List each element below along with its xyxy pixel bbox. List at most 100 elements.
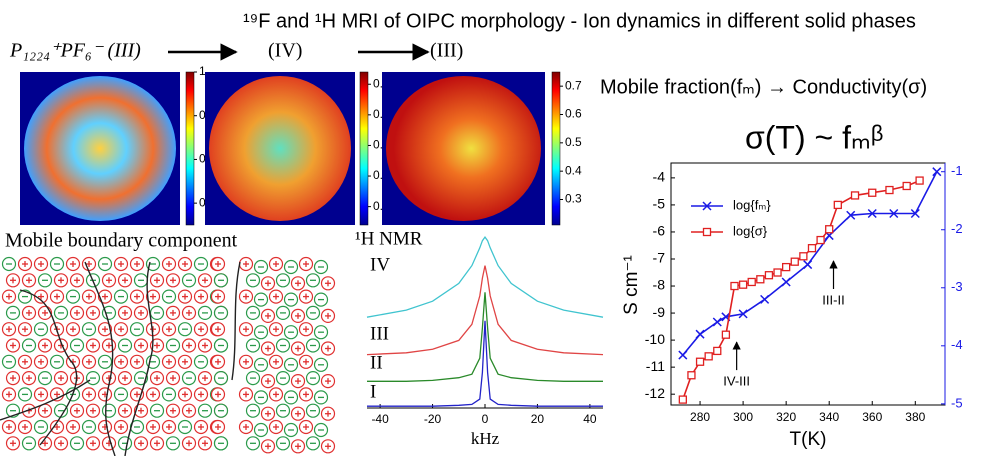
point bbox=[816, 235, 825, 245]
figure-title: ¹⁹F and ¹H MRI of OIPC morphology - Ion … bbox=[243, 10, 916, 32]
point bbox=[932, 167, 942, 177]
point bbox=[738, 309, 748, 319]
point bbox=[910, 208, 920, 219]
series-label: II bbox=[370, 352, 383, 373]
colorbar bbox=[551, 71, 561, 226]
x-tick-label: -40 bbox=[371, 412, 389, 426]
point bbox=[885, 185, 894, 195]
point bbox=[695, 329, 705, 339]
point bbox=[790, 257, 799, 266]
y-tick-label: -12 bbox=[645, 385, 665, 401]
mri-disk bbox=[209, 76, 351, 221]
nmr-line bbox=[367, 292, 603, 382]
series-label: IV bbox=[370, 254, 390, 275]
y-tick-label: -5 bbox=[653, 196, 666, 212]
legend-label: log{fₘ} bbox=[733, 197, 771, 212]
plot-frame bbox=[670, 162, 946, 406]
x-tick-label: 380 bbox=[905, 410, 925, 424]
colorbar-tick-label: 0.4 bbox=[565, 163, 582, 177]
point bbox=[687, 371, 696, 380]
y2-tick-label: -3 bbox=[951, 279, 963, 294]
colorbar-tick-label: 1 bbox=[199, 64, 206, 78]
x-axis-label: kHz bbox=[471, 429, 500, 448]
point bbox=[713, 346, 722, 356]
sequence-label: P₁₂₂₄⁺PF₆⁻ (III) bbox=[9, 40, 141, 62]
colorbar-tick-label: 0.6 bbox=[565, 107, 582, 121]
y-tick-label: -10 bbox=[645, 331, 665, 347]
point bbox=[867, 208, 877, 219]
point bbox=[730, 281, 739, 291]
mri-disk bbox=[24, 76, 176, 221]
x-tick-label: -20 bbox=[424, 412, 442, 426]
y2-tick-label: -2 bbox=[951, 221, 963, 236]
x-tick-label: 20 bbox=[531, 412, 545, 426]
legend-marker bbox=[702, 201, 712, 211]
point bbox=[825, 225, 834, 234]
point bbox=[695, 357, 705, 366]
y-tick-label: -6 bbox=[653, 223, 666, 239]
point bbox=[850, 191, 860, 200]
point bbox=[799, 252, 808, 261]
point bbox=[678, 395, 687, 404]
chart-title: ¹H NMR bbox=[355, 228, 423, 249]
y-tick-label: -8 bbox=[653, 277, 666, 293]
nmr-line bbox=[366, 235, 604, 318]
point bbox=[902, 181, 911, 191]
formula: σ(T) ~ fₘᵝ bbox=[745, 119, 883, 155]
point bbox=[833, 200, 842, 210]
point bbox=[846, 210, 856, 220]
mri-maps: 0.40.60.810.150.20.250.30.350.30.40.50.6… bbox=[20, 64, 582, 226]
y-tick-label: -11 bbox=[646, 358, 665, 374]
point bbox=[807, 244, 817, 253]
x-tick-label: 300 bbox=[733, 410, 753, 424]
ion-diagram bbox=[0, 256, 336, 456]
nmr-line bbox=[367, 320, 603, 407]
grain-boundary bbox=[124, 261, 154, 456]
x-tick-label: 340 bbox=[819, 410, 839, 424]
diagram-title: Mobile boundary component bbox=[5, 230, 238, 252]
series-label: III bbox=[370, 323, 389, 344]
point bbox=[782, 262, 791, 272]
annotation-text: IV-III bbox=[723, 374, 750, 389]
grain-boundary bbox=[0, 379, 91, 421]
grain-boundary bbox=[84, 261, 116, 456]
colorbar-tick-label: 0.5 bbox=[565, 135, 582, 149]
x-tick-label: 360 bbox=[862, 410, 882, 424]
x-tick-label: 280 bbox=[690, 410, 710, 424]
nmr-line bbox=[366, 265, 604, 356]
y-axis-label: S cm⁻¹ bbox=[621, 255, 642, 315]
x-tick-label: 320 bbox=[776, 410, 796, 424]
annotation-text: III-II bbox=[822, 292, 844, 307]
conductivity-chart: 280 300 320 340 360 380 -12 -11 -10 -9 -8 -7 -6 -5 -4 -… bbox=[621, 162, 963, 450]
point bbox=[738, 280, 748, 289]
colorbar bbox=[185, 71, 195, 226]
point bbox=[721, 330, 731, 339]
point bbox=[760, 294, 770, 304]
point bbox=[756, 275, 765, 284]
point bbox=[803, 260, 813, 270]
colorbar-tick-label: 0.3 bbox=[565, 192, 582, 206]
legend-label: log{σ} bbox=[733, 223, 768, 238]
point bbox=[678, 350, 688, 360]
y2-tick-label: -1 bbox=[951, 163, 963, 178]
point bbox=[889, 208, 899, 219]
y-tick-label: -9 bbox=[653, 304, 666, 320]
mri-disk bbox=[386, 76, 541, 221]
point bbox=[781, 277, 791, 287]
point bbox=[747, 277, 756, 287]
sequence-label: (III) bbox=[430, 40, 463, 62]
colorbar bbox=[359, 71, 369, 226]
sequence-label: (IV) bbox=[268, 40, 302, 62]
grain-boundary bbox=[231, 261, 241, 381]
point bbox=[915, 176, 924, 185]
point bbox=[712, 317, 722, 327]
grain-boundary bbox=[19, 289, 78, 446]
y2-tick-label: -5 bbox=[951, 395, 963, 410]
y2-tick-label: -4 bbox=[951, 337, 963, 352]
point bbox=[704, 352, 713, 361]
legend-marker bbox=[702, 227, 712, 237]
relation-text: Mobile fraction(fₘ) → Conductivity(σ) bbox=[600, 76, 927, 98]
y-tick-label: -4 bbox=[653, 169, 666, 185]
